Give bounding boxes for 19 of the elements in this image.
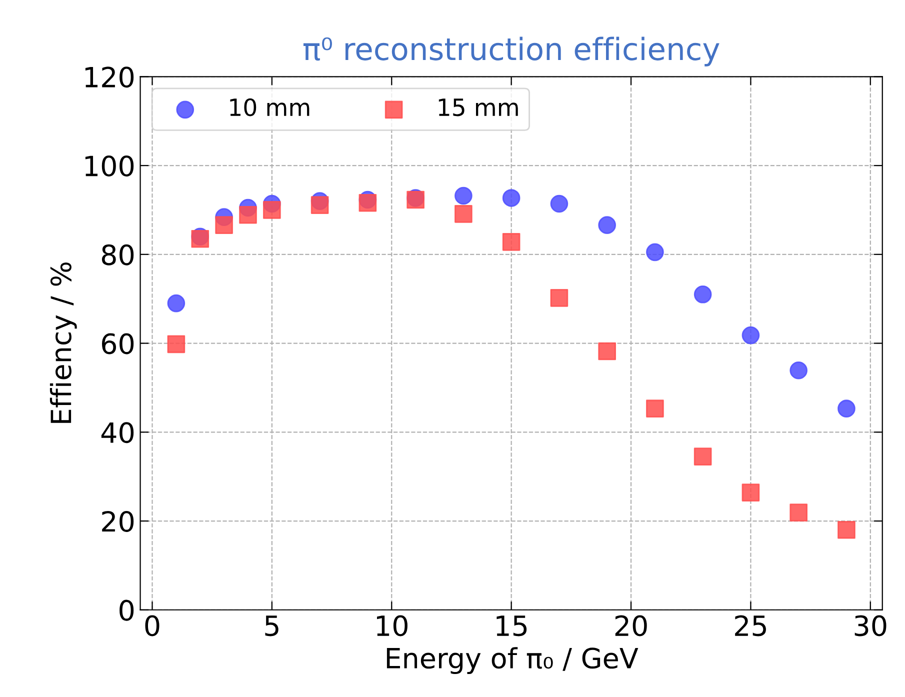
y-tick-label: 40 — [101, 422, 134, 444]
x-tick-label: 30 — [854, 615, 886, 636]
y-tick-label: 20 — [102, 510, 134, 532]
y-tick-label: 80 — [102, 244, 134, 266]
x-tick-label: 20 — [615, 615, 647, 636]
x-tick-label: 5 — [265, 616, 278, 636]
legend-label: 10 mm — [230, 98, 310, 116]
legend-label: 15 mm — [438, 98, 518, 116]
x-tick-label: 15 — [496, 616, 527, 636]
chart-title: π⁰ reconstruction efficiency — [303, 36, 720, 66]
y-tick-label: 100 — [85, 155, 134, 176]
x-tick-label: 10 — [377, 615, 408, 636]
y-tick-label: 120 — [85, 66, 134, 88]
y-tick-label: 0 — [120, 600, 134, 621]
x-tick-label: 0 — [145, 615, 160, 636]
y-tick-label: 60 — [102, 333, 134, 354]
y-axis-title: Effiency / % — [50, 262, 77, 423]
x-axis-title: Energy of π₀ / GeV — [386, 647, 638, 674]
x-tick-label: 25 — [735, 615, 766, 636]
